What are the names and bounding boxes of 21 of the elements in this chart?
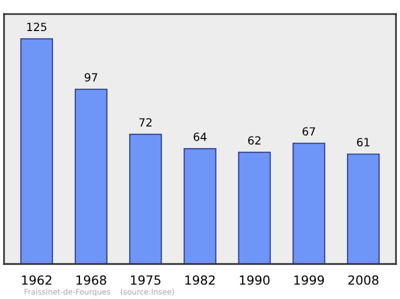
x-tick-label: 1975 bbox=[131, 275, 160, 285]
x-tick-label: 1990 bbox=[240, 275, 270, 285]
data-label: 72 bbox=[139, 118, 152, 126]
data-label: 62 bbox=[248, 136, 260, 145]
bar bbox=[292, 142, 326, 264]
bar bbox=[20, 38, 54, 264]
bar bbox=[346, 154, 380, 264]
data-label: 61 bbox=[357, 138, 370, 146]
x-tick-label: 2008 bbox=[348, 275, 378, 285]
x-tick-label: 1968 bbox=[76, 275, 106, 285]
x-tick-label: 1999 bbox=[294, 275, 324, 285]
bar bbox=[74, 88, 108, 264]
x-tick-label: 1962 bbox=[22, 275, 52, 285]
data-label: 64 bbox=[194, 132, 206, 142]
bar bbox=[238, 152, 271, 264]
bar bbox=[184, 148, 216, 264]
data-label: 125 bbox=[27, 22, 46, 32]
data-label: 67 bbox=[302, 127, 316, 136]
data-label: 97 bbox=[84, 73, 98, 82]
x-tick-label: 1982 bbox=[185, 275, 215, 285]
bar bbox=[129, 134, 162, 264]
